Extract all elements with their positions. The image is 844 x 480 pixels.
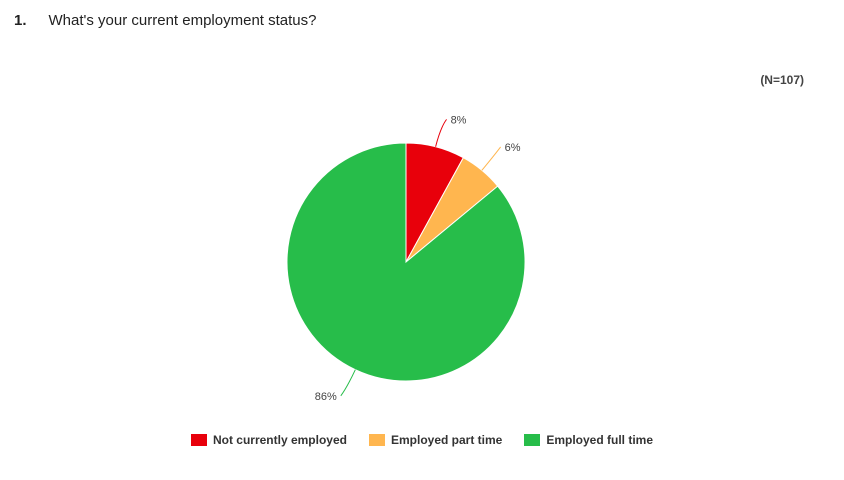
legend-item-not-employed[interactable]: Not currently employed: [190, 433, 347, 447]
legend-swatch-not-employed: [190, 434, 207, 446]
sample-size: (N=107): [760, 73, 804, 87]
slice-label-part-time: 6%: [505, 142, 521, 154]
leader-line-part-time: [481, 146, 502, 171]
question-text: What's your current employment status?: [48, 12, 317, 29]
slice-label-full-time: 86%: [315, 391, 337, 403]
question-number: 1.: [14, 12, 27, 29]
slice-label-not-employed: 8%: [451, 114, 467, 126]
legend-label-full-time: Employed full time: [546, 433, 654, 447]
legend: Not currently employed Employed part tim…: [0, 433, 844, 447]
pie-slice-full-time[interactable]: [286, 142, 526, 382]
legend-item-part-time[interactable]: Employed part time: [368, 433, 503, 447]
leader-line-not-employed: [435, 119, 447, 147]
legend-item-full-time[interactable]: Employed full time: [524, 433, 653, 447]
legend-swatch-part-time: [368, 434, 385, 446]
legend-label-not-employed: Not currently employed: [212, 433, 347, 447]
legend-swatch-full-time: [524, 434, 541, 446]
legend-label-part-time: Employed part time: [390, 433, 503, 447]
question-heading: 1. What's your current employment status…: [14, 12, 317, 29]
leader-line-full-time: [340, 369, 356, 397]
